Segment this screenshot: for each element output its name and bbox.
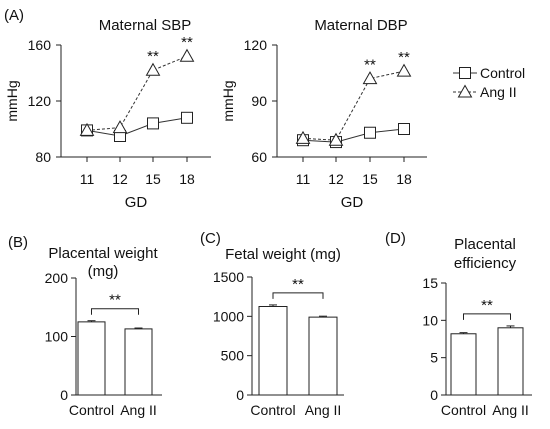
data-point-ang-ii — [396, 63, 412, 77]
x-tick-label: 12 — [328, 171, 344, 187]
legend-marker-square — [459, 67, 471, 79]
chart-title: Maternal SBP — [99, 17, 192, 34]
y-tick-label: 15 — [422, 275, 438, 291]
chart-title: Maternal DBP — [314, 17, 407, 34]
y-tick-label: 5 — [430, 350, 438, 366]
panel-label-c: (C) — [200, 230, 221, 247]
bar — [308, 316, 338, 396]
x-tick-label: 11 — [296, 171, 311, 187]
x-tick-label: 15 — [362, 171, 378, 187]
bar — [124, 328, 153, 396]
chart-title: (mg) — [88, 263, 119, 280]
y-tick-label: 10 — [422, 312, 438, 328]
x-axis-label: GD — [341, 194, 364, 211]
bar — [450, 333, 477, 396]
series-line-ang-ii — [302, 70, 405, 141]
bar — [77, 321, 106, 396]
x-tick-label: Ang II — [492, 402, 529, 418]
bar — [258, 306, 288, 396]
panel-label-a: (A) — [4, 7, 24, 24]
chart-sbp: Maternal SBP 80 120 160 11 12 15 18 GD mmHg ** ** — [4, 17, 211, 211]
x-tick-label: Control — [69, 402, 114, 418]
series-line-control — [86, 117, 188, 137]
y-tick-label: 0 — [236, 387, 244, 403]
significance-bracket — [272, 292, 324, 299]
x-tick-label: 18 — [396, 171, 412, 187]
x-tick-label: Control — [250, 402, 295, 418]
y-tick-label: 120 — [244, 37, 268, 53]
x-tick-label: 18 — [179, 171, 195, 187]
y-tick-label: 80 — [35, 149, 51, 165]
chart-fetal-weight: Fetal weight (mg) 0 500 1000 1500 Control Ang … — [213, 246, 344, 418]
data-point-ang-ii — [362, 71, 378, 85]
data-point-control — [398, 123, 410, 135]
chart-dbp: Maternal DBP 60 90 120 11 12 15 18 GD mmHg ** ** — [220, 17, 427, 211]
legend-marker-triangle — [457, 84, 473, 98]
significance-marker: ** — [181, 34, 193, 51]
significance-marker: ** — [364, 57, 376, 74]
significance-marker: ** — [109, 292, 121, 309]
chart-placental-efficiency: Placental efficiency 0 5 10 15 Control Ang II ** — [422, 236, 532, 418]
bar — [497, 327, 524, 396]
series-line-control — [302, 128, 405, 143]
series-line-ang-ii — [86, 55, 188, 131]
y-tick-label: 120 — [28, 93, 52, 109]
y-tick-label: 200 — [45, 270, 69, 286]
y-tick-label: 160 — [28, 37, 52, 53]
chart-title: Placental — [454, 236, 516, 253]
legend-label: Control — [480, 65, 525, 81]
data-point-ang-ii — [79, 122, 95, 136]
significance-bracket — [463, 313, 511, 320]
chart-placental-weight: Placental weight(mg) 0 100 200 Control Ang II… — [45, 245, 162, 418]
y-tick-label: 1000 — [213, 308, 244, 324]
x-tick-label: Ang II — [305, 402, 342, 418]
panel-label-d: (D) — [385, 230, 406, 247]
x-axis-label: GD — [125, 194, 148, 211]
x-tick-label: Control — [441, 402, 486, 418]
significance-marker: ** — [481, 297, 493, 314]
y-tick-label: 0 — [430, 387, 438, 403]
y-tick-label: 1500 — [213, 269, 244, 285]
data-point-ang-ii — [179, 48, 195, 62]
chart-title: efficiency — [454, 255, 517, 272]
y-tick-label: 60 — [251, 149, 267, 165]
data-point-control — [147, 117, 159, 130]
y-tick-label: 0 — [60, 387, 68, 403]
y-tick-label: 500 — [221, 348, 245, 364]
significance-bracket — [91, 308, 139, 315]
significance-marker: ** — [398, 49, 410, 66]
data-point-control — [364, 126, 376, 139]
x-tick-label: 11 — [80, 171, 95, 187]
significance-marker: ** — [147, 48, 159, 65]
y-tick-label: 100 — [45, 329, 69, 345]
y-axis-label: mmHg — [220, 80, 236, 121]
data-point-ang-ii — [112, 120, 128, 134]
legend: Control Ang II — [453, 65, 525, 100]
legend-label: Ang II — [480, 84, 517, 100]
data-point-ang-ii — [145, 62, 161, 76]
chart-title: Placental weight — [48, 245, 158, 262]
chart-title: Fetal weight (mg) — [225, 246, 341, 263]
y-tick-label: 90 — [251, 93, 267, 109]
x-tick-label: 15 — [145, 171, 161, 187]
data-point-ang-ii — [328, 132, 344, 146]
significance-marker: ** — [292, 276, 304, 293]
panel-label-b: (B) — [8, 234, 28, 251]
x-tick-label: Ang II — [120, 402, 157, 418]
data-point-ang-ii — [295, 130, 311, 144]
data-point-control — [181, 111, 193, 124]
x-tick-label: 12 — [112, 171, 128, 187]
y-axis-label: mmHg — [4, 80, 20, 121]
